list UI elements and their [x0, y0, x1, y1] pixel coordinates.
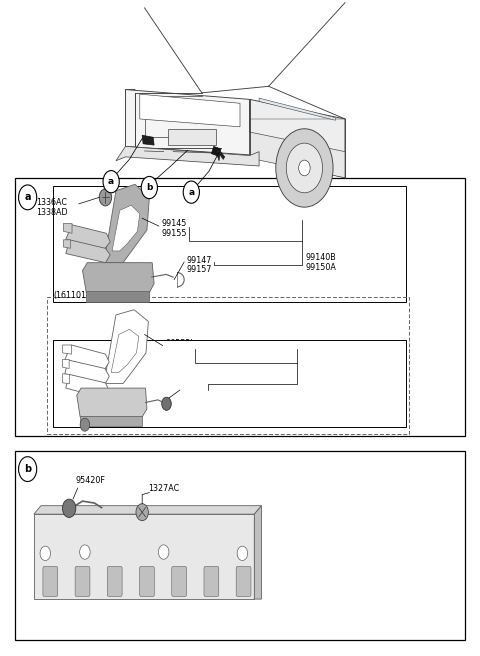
Text: b: b [146, 183, 153, 192]
Text: a: a [108, 177, 114, 186]
Polygon shape [116, 146, 259, 166]
Text: b: b [24, 464, 31, 474]
Polygon shape [211, 146, 221, 156]
Text: 99157: 99157 [187, 266, 212, 274]
Polygon shape [125, 90, 250, 155]
Polygon shape [140, 94, 240, 127]
Polygon shape [104, 310, 148, 384]
Text: 95715A: 95715A [306, 375, 337, 384]
FancyBboxPatch shape [43, 566, 58, 596]
FancyBboxPatch shape [108, 566, 122, 596]
FancyBboxPatch shape [53, 340, 406, 427]
Circle shape [103, 171, 119, 193]
Polygon shape [142, 135, 154, 145]
Circle shape [276, 129, 333, 207]
Polygon shape [216, 148, 225, 161]
Polygon shape [66, 240, 110, 262]
Text: 1327AC: 1327AC [148, 483, 180, 493]
Circle shape [19, 185, 36, 210]
Text: 1336AC: 1336AC [36, 198, 67, 207]
Text: 99147: 99147 [187, 256, 212, 264]
Polygon shape [34, 506, 262, 514]
Polygon shape [62, 345, 72, 354]
FancyBboxPatch shape [75, 566, 90, 596]
Text: 99155: 99155 [161, 229, 187, 237]
Circle shape [136, 504, 148, 521]
Polygon shape [63, 224, 72, 234]
FancyBboxPatch shape [53, 186, 406, 302]
Text: 95420F: 95420F [75, 476, 105, 485]
Polygon shape [250, 99, 345, 178]
Circle shape [80, 418, 90, 431]
FancyBboxPatch shape [15, 451, 465, 640]
Polygon shape [83, 262, 154, 293]
Text: 95716A: 95716A [306, 384, 337, 393]
Polygon shape [250, 132, 345, 178]
Text: a: a [24, 192, 31, 202]
Circle shape [183, 181, 199, 203]
Circle shape [158, 545, 169, 560]
Polygon shape [65, 360, 109, 384]
Polygon shape [66, 375, 109, 399]
FancyBboxPatch shape [140, 566, 155, 596]
Polygon shape [86, 291, 149, 302]
FancyBboxPatch shape [204, 566, 219, 596]
Text: 99145: 99145 [161, 219, 187, 228]
Polygon shape [62, 374, 70, 384]
Text: 99140B: 99140B [306, 253, 336, 262]
Circle shape [62, 499, 76, 518]
Text: 96552L: 96552L [165, 339, 195, 348]
Circle shape [141, 176, 157, 199]
Polygon shape [259, 98, 336, 120]
FancyBboxPatch shape [34, 514, 254, 599]
Circle shape [286, 143, 323, 193]
Circle shape [99, 189, 112, 206]
Polygon shape [254, 506, 262, 599]
Polygon shape [62, 359, 69, 369]
Text: 95842: 95842 [182, 394, 207, 402]
Polygon shape [63, 240, 71, 249]
FancyBboxPatch shape [168, 129, 216, 145]
Text: (161101-190304): (161101-190304) [53, 291, 122, 300]
Polygon shape [65, 345, 109, 371]
Circle shape [299, 160, 310, 176]
Circle shape [162, 398, 171, 410]
Circle shape [40, 546, 50, 560]
Polygon shape [125, 90, 135, 148]
Circle shape [80, 545, 90, 560]
FancyBboxPatch shape [236, 566, 251, 596]
Text: 96552R: 96552R [165, 349, 196, 358]
FancyBboxPatch shape [15, 178, 465, 436]
Text: 1338AD: 1338AD [36, 208, 67, 217]
Polygon shape [66, 225, 110, 250]
Polygon shape [112, 205, 140, 251]
FancyBboxPatch shape [172, 566, 187, 596]
Text: 95841: 95841 [182, 384, 207, 392]
Polygon shape [80, 415, 142, 426]
Polygon shape [104, 184, 149, 262]
Text: 99150A: 99150A [306, 263, 337, 272]
Polygon shape [111, 329, 139, 373]
Circle shape [19, 457, 36, 482]
Text: a: a [188, 188, 194, 197]
Polygon shape [77, 388, 147, 417]
Circle shape [237, 546, 248, 560]
